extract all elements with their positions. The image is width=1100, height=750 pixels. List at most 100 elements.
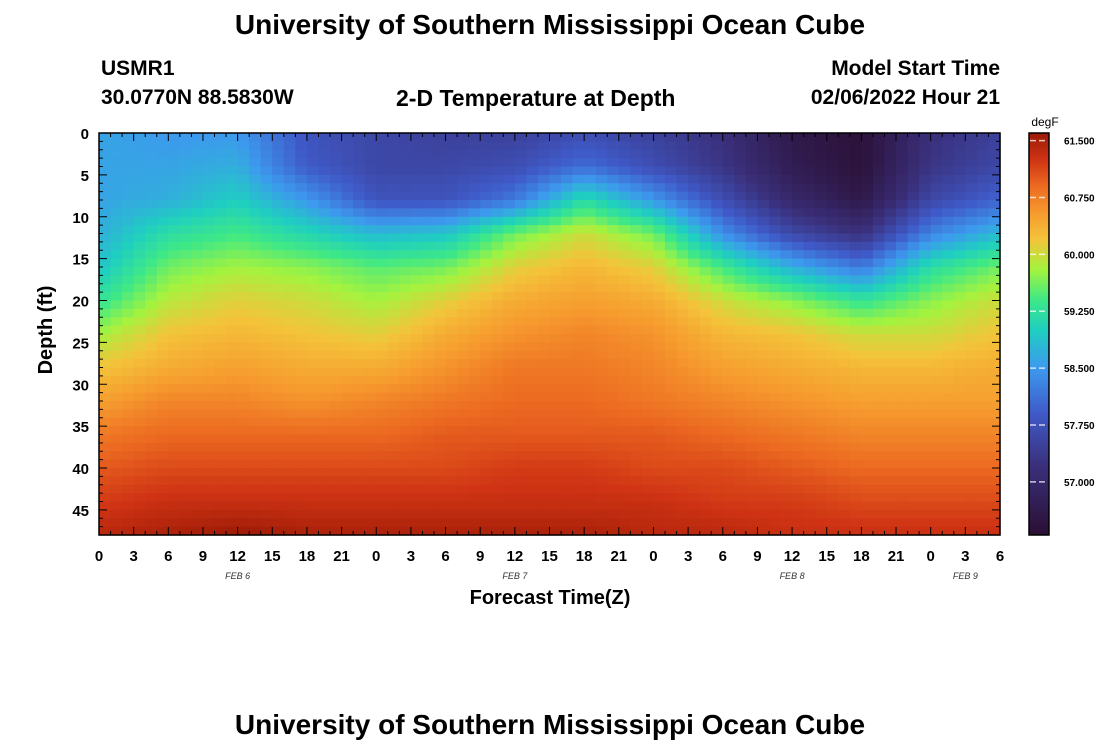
heatmap-cell xyxy=(145,141,158,151)
heatmap-cell xyxy=(376,476,389,486)
x-tick-label: 6 xyxy=(996,548,1004,565)
heatmap-cell xyxy=(584,233,597,243)
heatmap-cell xyxy=(537,459,551,469)
heatmap-cell xyxy=(387,158,400,168)
heatmap-cell xyxy=(665,392,678,402)
heatmap-cell xyxy=(283,484,296,494)
heatmap-cell xyxy=(745,334,759,343)
heatmap-cell xyxy=(641,166,655,176)
heatmap-cell xyxy=(688,325,701,335)
heatmap-cell xyxy=(734,300,747,310)
heatmap-cell xyxy=(665,451,678,461)
heatmap-cell xyxy=(884,275,897,285)
heatmap-cell xyxy=(930,166,943,176)
heatmap-cell xyxy=(110,216,123,226)
heatmap-cell xyxy=(630,191,643,201)
heatmap-cell xyxy=(110,468,123,477)
heatmap-cell xyxy=(226,493,239,503)
heatmap-cell xyxy=(665,484,678,494)
heatmap-cell xyxy=(306,133,320,142)
heatmap-cell xyxy=(410,426,424,436)
heatmap-cell xyxy=(145,526,158,536)
heatmap-cell xyxy=(734,308,747,318)
x-tick-label: 18 xyxy=(853,548,870,565)
heatmap-cell xyxy=(988,233,1001,243)
heatmap-cell xyxy=(410,334,424,343)
heatmap-cell xyxy=(514,526,527,536)
heatmap-cell xyxy=(780,442,793,452)
heatmap-cell xyxy=(653,216,666,226)
heatmap-cell xyxy=(353,451,366,461)
heatmap-cell xyxy=(526,191,539,201)
heatmap-cell xyxy=(318,233,331,243)
heatmap-cell xyxy=(433,183,447,193)
heatmap-cell xyxy=(526,476,539,486)
heatmap-cell xyxy=(410,493,424,503)
heatmap-cell xyxy=(387,367,400,377)
heatmap-cell xyxy=(491,225,504,235)
heatmap-cell xyxy=(734,133,747,142)
heatmap-cell xyxy=(99,501,112,511)
heatmap-cell xyxy=(976,241,990,251)
heatmap-cell xyxy=(179,434,193,444)
heatmap-cell xyxy=(711,233,724,243)
heatmap-cell xyxy=(815,191,828,201)
heatmap-cell xyxy=(768,442,782,452)
heatmap-cell xyxy=(595,509,608,519)
heatmap-cell xyxy=(387,334,400,343)
heatmap-cell xyxy=(156,417,169,427)
heatmap-cell xyxy=(584,384,597,394)
heatmap-cell xyxy=(249,258,262,268)
heatmap-cell xyxy=(318,451,331,461)
heatmap-cell xyxy=(965,200,978,209)
heatmap-cell xyxy=(676,359,689,369)
heatmap-cell xyxy=(792,459,805,469)
heatmap-cell xyxy=(780,308,793,318)
heatmap-cell xyxy=(792,225,805,235)
heatmap-cell xyxy=(514,401,527,410)
heatmap-cell xyxy=(341,417,354,427)
heatmap-cell xyxy=(872,417,886,427)
heatmap-cell xyxy=(503,334,516,343)
heatmap-cell xyxy=(191,267,204,276)
heatmap-cell xyxy=(630,292,643,302)
heatmap-cell xyxy=(884,484,897,494)
heatmap-cell xyxy=(884,149,897,159)
heatmap-cell xyxy=(896,359,909,369)
heatmap-cell xyxy=(410,166,424,176)
heatmap-cell xyxy=(283,200,296,209)
heatmap-cell xyxy=(468,325,481,335)
heatmap-cell xyxy=(237,509,250,519)
heatmap-cell xyxy=(445,342,458,352)
heatmap-cell xyxy=(295,216,308,226)
heatmap-cell xyxy=(387,426,400,436)
heatmap-cell xyxy=(561,325,574,335)
heatmap-cell xyxy=(364,258,377,268)
heatmap-cell xyxy=(745,476,759,486)
heatmap-cell xyxy=(584,300,597,310)
heatmap-cell xyxy=(826,484,839,494)
heatmap-cell xyxy=(168,526,181,536)
heatmap-cell xyxy=(803,442,816,452)
heatmap-cell xyxy=(145,216,158,226)
heatmap-cell xyxy=(422,292,435,302)
heatmap-cell xyxy=(792,484,805,494)
heatmap-cell xyxy=(133,308,146,318)
heatmap-cell xyxy=(237,426,250,436)
heatmap-cell xyxy=(896,283,909,293)
heatmap-cell xyxy=(607,409,620,419)
heatmap-cell xyxy=(318,267,331,276)
heatmap-cell xyxy=(353,325,366,335)
heatmap-cell xyxy=(826,476,839,486)
heatmap-cell xyxy=(919,174,932,184)
heatmap-cell xyxy=(191,434,204,444)
heatmap-cell xyxy=(572,141,585,151)
heatmap-cell xyxy=(410,216,424,226)
heatmap-cell xyxy=(988,191,1001,201)
heatmap-cell xyxy=(283,258,296,268)
heatmap-cell xyxy=(711,317,724,327)
heatmap-cell xyxy=(734,225,747,235)
heatmap-cell xyxy=(272,417,285,427)
heatmap-cell xyxy=(526,216,539,226)
heatmap-cell xyxy=(399,384,412,394)
